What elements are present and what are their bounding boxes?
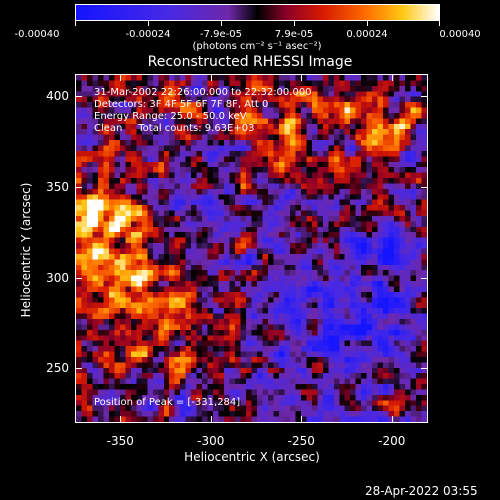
x-tickmark bbox=[392, 416, 393, 422]
colorbar-tick-label: -0.00024 bbox=[125, 29, 171, 40]
x-tickmark bbox=[120, 75, 121, 81]
colorbar-tickmark bbox=[221, 21, 222, 26]
y-tick-label: 350 bbox=[46, 179, 69, 194]
y-axis-label: Heliocentric Y (arcsec) bbox=[19, 182, 33, 318]
x-tickmark bbox=[301, 75, 302, 81]
y-tick-label: 300 bbox=[46, 270, 69, 285]
chart-title: Reconstructed RHESSI Image bbox=[147, 54, 353, 70]
colorbar-tickmark bbox=[367, 21, 368, 26]
x-tickmark bbox=[211, 416, 212, 422]
x-tickmark bbox=[120, 416, 121, 422]
energy-range-annotation: Energy Range: 25.0 - 50.0 keV bbox=[94, 111, 247, 122]
x-tickmark bbox=[392, 75, 393, 81]
colorbar-tick-label: -0.00040 bbox=[14, 29, 60, 40]
x-axis-label: Heliocentric X (arcsec) bbox=[184, 450, 320, 464]
colorbar-tick-label: -7.9e-05 bbox=[200, 29, 242, 40]
x-tick-label: -350 bbox=[106, 434, 134, 448]
image-plot-area: 31-Mar-2002 22:26:00.000 to 22:32:00.000… bbox=[75, 74, 428, 423]
time-range-annotation: 31-Mar-2002 22:26:00.000 to 22:32:00.000 bbox=[94, 87, 312, 98]
method-counts-annotation: Clean Total counts: 9.63E+03 bbox=[94, 123, 255, 134]
x-tick-label: -250 bbox=[287, 434, 315, 448]
x-tickmark bbox=[211, 75, 212, 81]
y-tickmark bbox=[421, 187, 427, 188]
plot-timestamp: 28-Apr-2022 03:55 bbox=[365, 484, 478, 498]
y-tick-label: 400 bbox=[46, 88, 69, 103]
colorbar-tickmark bbox=[294, 21, 295, 26]
y-tickmark bbox=[421, 96, 427, 97]
colorbar-tickmark bbox=[439, 21, 440, 26]
colorbar-gradient bbox=[76, 5, 439, 20]
colorbar-tick-label: 7.9e-05 bbox=[274, 29, 314, 40]
y-tickmark bbox=[421, 368, 427, 369]
colorbar-tick-label: 0.00024 bbox=[346, 29, 388, 40]
y-tickmark bbox=[76, 187, 82, 188]
colorbar-tickmark bbox=[148, 21, 149, 26]
x-tickmark bbox=[301, 416, 302, 422]
heatmap-image bbox=[76, 75, 427, 422]
x-tick-label: -200 bbox=[378, 434, 406, 448]
y-tickmark bbox=[421, 278, 427, 279]
detectors-annotation: Detectors: 3F 4F 5F 6F 7F 8F, Att 0 bbox=[94, 99, 269, 110]
colorbar bbox=[75, 4, 440, 21]
peak-position-annotation: Position of Peak = [-331,284] bbox=[94, 397, 241, 408]
x-tick-label: -300 bbox=[197, 434, 225, 448]
colorbar-tickmark bbox=[75, 21, 76, 26]
colorbar-tick-label: 0.00040 bbox=[439, 29, 481, 40]
y-tickmark bbox=[76, 368, 82, 369]
colorbar-unit-label: (photons cm⁻² s⁻¹ asec⁻²) bbox=[192, 41, 322, 52]
y-tick-label: 250 bbox=[46, 361, 69, 376]
y-tickmark bbox=[76, 96, 82, 97]
y-tickmark bbox=[76, 278, 82, 279]
